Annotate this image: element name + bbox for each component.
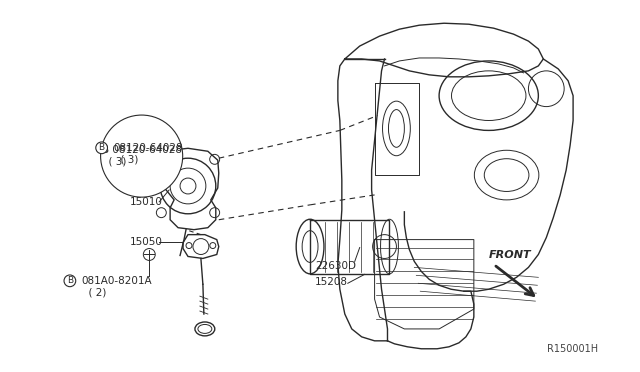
Text: 22630D: 22630D — [315, 262, 356, 272]
Text: 15208: 15208 — [315, 277, 348, 287]
Text: B: B — [99, 143, 105, 152]
Text: B: B — [67, 276, 73, 285]
Text: 08120-64028
  ( 3): 08120-64028 ( 3) — [113, 143, 183, 165]
Text: 15050: 15050 — [129, 237, 163, 247]
Text: 15010: 15010 — [129, 197, 163, 207]
Text: FRONT: FRONT — [489, 250, 531, 260]
Text: R150001H: R150001H — [547, 344, 598, 354]
Text: 081A0-8201A
  ( 2): 081A0-8201A ( 2) — [82, 276, 152, 298]
Text: B 08120-64028
  ( 3): B 08120-64028 ( 3) — [102, 145, 182, 167]
